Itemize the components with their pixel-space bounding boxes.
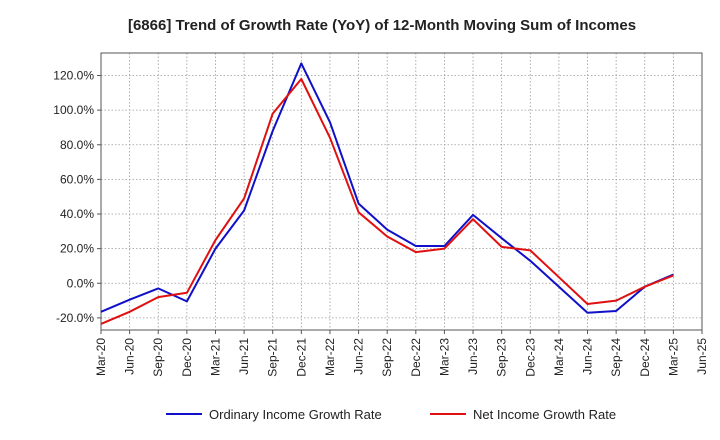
x-tick-label: Jun-23 xyxy=(466,338,480,375)
x-tick-label: Sep-22 xyxy=(380,338,394,377)
chart-title: [6866] Trend of Growth Rate (YoY) of 12-… xyxy=(128,17,636,34)
x-tick-label: Jun-22 xyxy=(352,338,366,375)
y-tick-label: 0.0% xyxy=(67,276,95,290)
x-tick-label: Dec-21 xyxy=(294,338,308,377)
series-line-2 xyxy=(100,78,674,325)
x-tick-label: Sep-20 xyxy=(151,338,165,377)
plot-area xyxy=(100,52,703,331)
x-axis: Mar-20 Jun-20 Sep-20 Dec-20 Mar-21 Jun-21 Sep-… xyxy=(94,330,709,377)
y-tick-label: 60.0% xyxy=(60,172,94,186)
x-tick-label: Sep-23 xyxy=(495,338,509,377)
x-tick-label: Mar-21 xyxy=(208,338,222,376)
x-tick-label: Jun-25 xyxy=(695,338,709,375)
legend-label: Net Income Growth Rate xyxy=(473,407,616,422)
x-tick-label: Dec-24 xyxy=(638,338,652,377)
x-tick-label: Dec-20 xyxy=(180,338,194,377)
x-tick-label: Mar-20 xyxy=(94,338,108,376)
y-tick-label: -20.0% xyxy=(56,311,94,325)
x-tick-label: Dec-23 xyxy=(523,338,537,377)
legend: Ordinary Income Growth Rate Net Income Gr… xyxy=(166,407,616,422)
y-tick-label: 40.0% xyxy=(60,207,94,221)
x-tick-label: Sep-24 xyxy=(609,338,623,377)
y-tick-label: 120.0% xyxy=(53,69,94,83)
y-tick-label: 80.0% xyxy=(60,138,94,152)
x-tick-label: Mar-22 xyxy=(323,338,337,376)
y-tick-label: 20.0% xyxy=(60,242,94,256)
y-tick-label: 100.0% xyxy=(53,103,94,117)
series-group xyxy=(100,62,674,325)
grid xyxy=(100,53,703,330)
x-tick-label: Sep-21 xyxy=(266,338,280,377)
y-axis: -20.0% 0.0% 20.0% 40.0% 60.0% 80.0% 100.0% 120.… xyxy=(53,69,101,325)
x-tick-label: Mar-23 xyxy=(437,338,451,376)
x-tick-label: Jun-24 xyxy=(581,338,595,375)
x-tick-label: Dec-22 xyxy=(409,338,423,377)
series-line-1 xyxy=(100,62,674,314)
x-tick-label: Mar-25 xyxy=(666,338,680,376)
x-tick-label: Mar-24 xyxy=(552,338,566,376)
x-tick-label: Jun-20 xyxy=(123,338,137,375)
legend-label: Ordinary Income Growth Rate xyxy=(209,407,382,422)
x-tick-label: Jun-21 xyxy=(237,338,251,375)
